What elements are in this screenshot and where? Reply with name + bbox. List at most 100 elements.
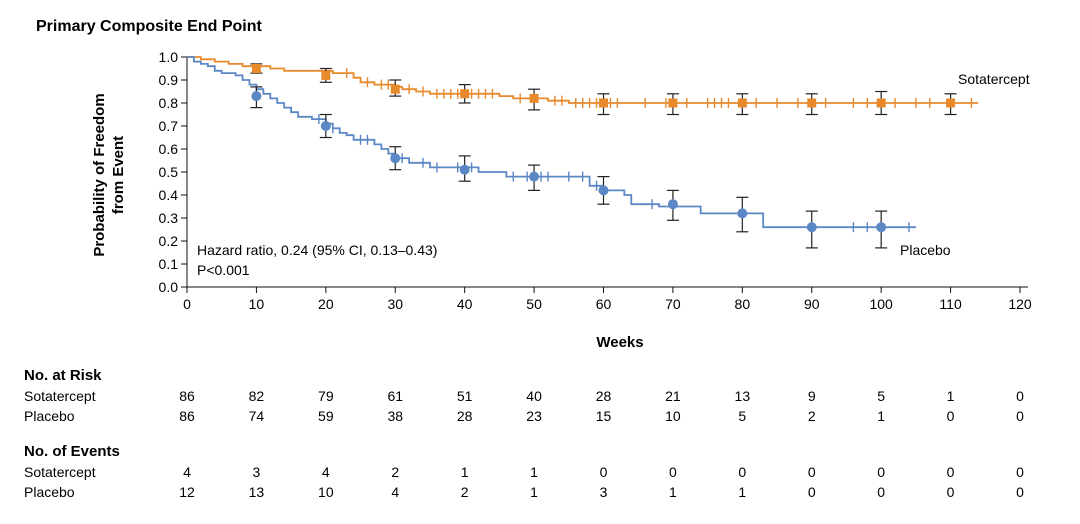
events-title: No. of Events — [24, 443, 120, 460]
risk-table: No. at Risk Sotatercept Placebo No. of E… — [24, 367, 1024, 500]
events-sotatercept-value: 0 — [877, 464, 885, 480]
events-placebo-value: 0 — [877, 484, 885, 500]
x-tick-label: 30 — [387, 296, 403, 312]
y-tick-label: 0.3 — [159, 210, 179, 226]
at-risk-placebo-value: 23 — [526, 408, 542, 424]
placebo-point — [529, 171, 540, 182]
sotatercept-point — [737, 98, 747, 108]
at-risk-placebo-value: 10 — [665, 408, 681, 424]
x-tick-label: 90 — [804, 296, 820, 312]
at-risk-sotatercept-value: 0 — [1016, 388, 1024, 404]
placebo-point — [737, 208, 748, 219]
sotatercept-survival-line — [187, 56, 979, 104]
events-sotatercept-value: 2 — [391, 464, 399, 480]
placebo-point — [320, 121, 331, 131]
x-tick-label: 100 — [869, 296, 893, 312]
y-tick-label: 0.1 — [159, 256, 179, 272]
x-tick-label: 10 — [249, 296, 265, 312]
at-risk-label-sotatercept: Sotatercept — [24, 388, 96, 404]
series-placebo — [187, 56, 916, 249]
series-label-sotatercept: Sotatercept — [958, 71, 1030, 87]
events-placebo-value: 1 — [669, 484, 677, 500]
x-tick-label: 0 — [183, 296, 191, 312]
y-tick-label: 0.7 — [159, 118, 179, 134]
events-sotatercept-value: 0 — [600, 464, 608, 480]
series-sotatercept — [187, 56, 979, 116]
events-sotatercept-value: 4 — [183, 464, 191, 480]
events-label-sotatercept: Sotatercept — [24, 464, 96, 480]
x-tick-label: 70 — [665, 296, 681, 312]
y-tick-label: 0.9 — [159, 72, 179, 88]
events-label-placebo: Placebo — [24, 484, 75, 500]
events-sotatercept-value: 3 — [253, 464, 261, 480]
at-risk-placebo-value: 28 — [457, 408, 473, 424]
at-risk-placebo-value: 5 — [738, 408, 746, 424]
events-sotatercept-value: 0 — [947, 464, 955, 480]
at-risk-placebo-value: 38 — [387, 408, 403, 424]
at-risk-placebo-value: 2 — [808, 408, 816, 424]
at-risk-sotatercept-value: 61 — [387, 388, 403, 404]
x-tick-label: 60 — [596, 296, 612, 312]
events-placebo-value: 0 — [947, 484, 955, 500]
x-tick-label: 110 — [939, 296, 962, 312]
x-axis-label: Weeks — [596, 334, 643, 351]
events-sotatercept-value: 0 — [669, 464, 677, 480]
placebo-survival-line — [187, 56, 916, 229]
placebo-point — [459, 164, 470, 175]
x-tick-label: 50 — [526, 296, 542, 312]
at-risk-sotatercept-value: 13 — [735, 388, 751, 404]
events-placebo-value: 3 — [600, 484, 608, 500]
series-layer — [187, 56, 979, 249]
at-risk-sotatercept-value: 5 — [877, 388, 885, 404]
at-risk-sotatercept-value: 51 — [457, 388, 473, 404]
sotatercept-point — [321, 70, 331, 80]
events-placebo-value: 10 — [318, 484, 334, 500]
events-placebo-value: 1 — [738, 484, 746, 500]
y-axis-label-line2: from Event — [110, 136, 127, 214]
events-sotatercept-value: 0 — [808, 464, 816, 480]
at-risk-placebo-value: 59 — [318, 408, 334, 424]
hazard-ratio-annotation: Hazard ratio, 0.24 (95% CI, 0.13–0.43) — [197, 242, 437, 258]
at-risk-placebo-value: 1 — [877, 408, 885, 424]
at-risk-placebo-value: 15 — [596, 408, 612, 424]
y-tick-label: 1.0 — [159, 49, 179, 65]
x-tick-label: 40 — [457, 296, 473, 312]
placebo-point — [598, 185, 609, 196]
x-tick-label: 20 — [318, 296, 334, 312]
y-tick-label: 0.8 — [159, 95, 179, 111]
y-tick-label: 0.2 — [159, 233, 179, 249]
sotatercept-point — [946, 98, 956, 108]
at-risk-sotatercept-value: 9 — [808, 388, 816, 404]
at-risk-sotatercept-value: 86 — [179, 388, 195, 404]
sotatercept-point — [251, 64, 261, 73]
at-risk-placebo-value: 74 — [249, 408, 265, 424]
y-tick-label: 0.6 — [159, 141, 179, 157]
events-placebo-value: 4 — [391, 484, 399, 500]
y-tick-label: 0.5 — [159, 164, 179, 180]
sotatercept-point — [460, 89, 470, 99]
events-placebo-value: 0 — [1016, 484, 1024, 500]
events-placebo-value: 13 — [249, 484, 265, 500]
chart-title: Primary Composite End Point — [36, 18, 262, 35]
sotatercept-point — [390, 84, 400, 94]
at-risk-label-placebo: Placebo — [24, 408, 75, 424]
p-value-annotation: P<0.001 — [197, 262, 250, 278]
series-label-placebo: Placebo — [900, 242, 951, 258]
events-placebo-value: 0 — [808, 484, 816, 500]
sotatercept-point — [599, 98, 608, 108]
at-risk-sotatercept-value: 40 — [526, 388, 542, 404]
placebo-point — [806, 222, 817, 233]
y-tick-label: 0.4 — [159, 187, 179, 203]
events-sotatercept-value: 0 — [1016, 464, 1024, 480]
events-sotatercept-value: 0 — [738, 464, 746, 480]
events-sotatercept-value: 1 — [530, 464, 538, 480]
placebo-point — [251, 91, 262, 102]
at-risk-sotatercept-value: 79 — [318, 388, 334, 404]
sotatercept-point — [807, 98, 817, 108]
x-tick-label: 80 — [735, 296, 751, 312]
sotatercept-point — [668, 98, 678, 108]
at-risk-sotatercept-value: 1 — [947, 388, 955, 404]
placebo-point — [876, 222, 887, 233]
at-risk-sotatercept-value: 28 — [596, 388, 612, 404]
at-risk-sotatercept-value: 82 — [249, 388, 265, 404]
